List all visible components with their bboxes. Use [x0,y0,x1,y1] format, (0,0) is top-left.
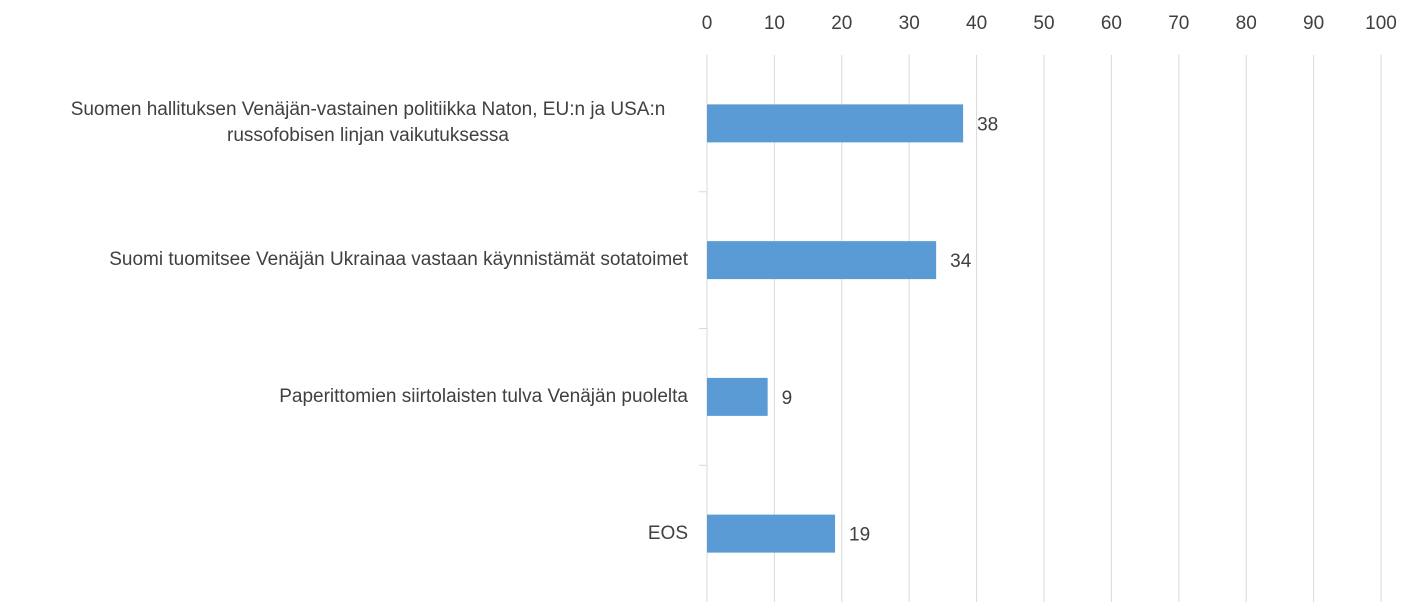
category-label-box: Paperittomien siirtolaisten tulva Venäjä… [279,384,688,410]
category-label-box: Suomen hallituksen Venäjän-vastainen pol… [48,97,688,149]
data-label: 9 [782,388,793,409]
category-label: EOS [647,522,688,544]
x-tick-label: 70 [1168,13,1189,34]
category-label-box: EOS [648,521,688,547]
x-tick-label: 40 [966,13,987,34]
bar [707,241,937,280]
x-tick-label: 30 [899,13,920,34]
category-label: Suomi tuomitsee Venäjän Ukrainaa vastaan… [109,249,688,271]
data-label: 38 [977,114,998,135]
x-tick-label: 10 [764,13,785,34]
category-label-box: Suomi tuomitsee Venäjän Ukrainaa vastaan… [109,247,688,273]
bar [707,514,836,553]
x-tick-label: 100 [1365,13,1397,34]
x-tick-label: 0 [702,13,713,34]
x-tick-label: 50 [1033,13,1054,34]
category-label: Paperittomien siirtolaisten tulva Venäjä… [279,385,688,407]
x-tick-label: 60 [1101,13,1122,34]
data-label: 34 [950,251,972,272]
x-tick-label: 20 [831,13,852,34]
x-tick-label: 90 [1303,13,1324,34]
bar [707,377,768,416]
x-tick-label: 80 [1236,13,1257,34]
bar [707,104,964,143]
category-label: Suomen hallituksen Venäjän-vastainen pol… [70,99,666,147]
data-label: 19 [849,525,870,546]
